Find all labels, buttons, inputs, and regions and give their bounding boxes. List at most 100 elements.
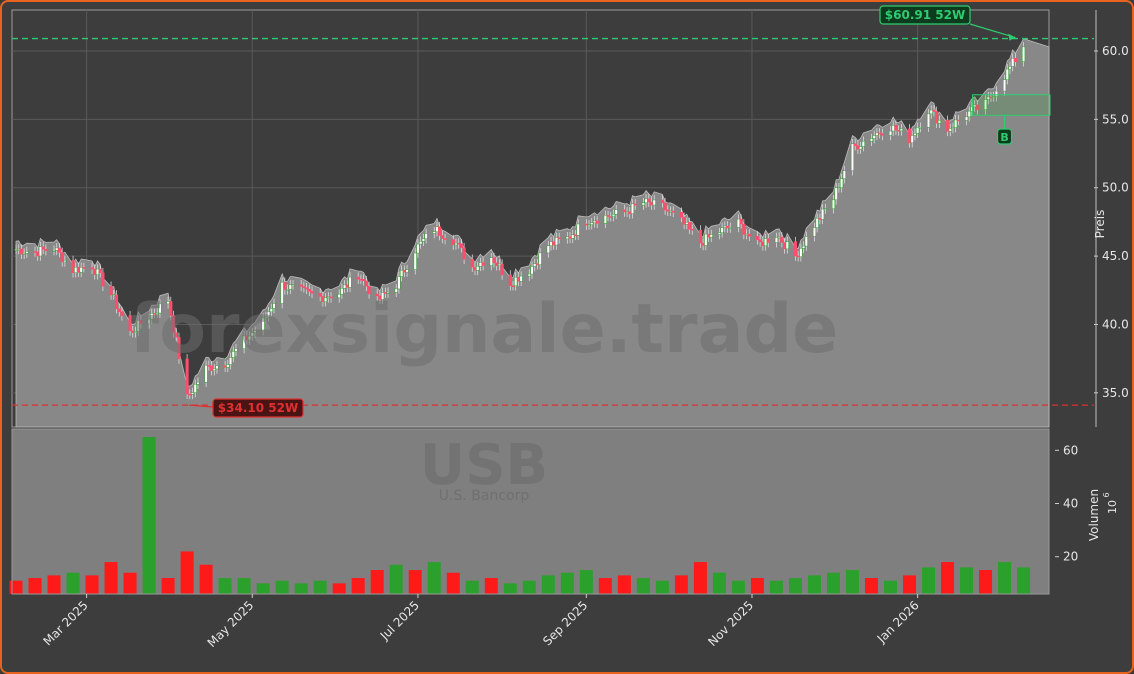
volume-bar bbox=[294, 583, 308, 594]
candle-body bbox=[188, 393, 192, 396]
candle-body bbox=[288, 284, 292, 290]
candle-body bbox=[913, 133, 917, 136]
candle-body bbox=[717, 232, 721, 235]
high-52w-arrow bbox=[969, 23, 1016, 39]
candle-body bbox=[286, 289, 290, 291]
time-tick-label: Mar 2025 bbox=[41, 598, 91, 648]
candle-body bbox=[609, 216, 613, 218]
candle-body bbox=[478, 262, 482, 267]
volume-bar bbox=[693, 562, 707, 594]
candle-body bbox=[842, 170, 846, 179]
candle-body bbox=[177, 337, 181, 360]
candle-body bbox=[248, 335, 252, 341]
candle-body bbox=[120, 311, 124, 316]
candle-body bbox=[872, 135, 876, 139]
candle-body bbox=[606, 215, 610, 217]
candle-body bbox=[785, 241, 789, 250]
candle-body bbox=[250, 332, 254, 337]
candle-body bbox=[169, 301, 173, 316]
candle-body bbox=[644, 198, 648, 204]
candle-body bbox=[546, 245, 550, 254]
candle-body bbox=[38, 246, 42, 257]
candle-body bbox=[226, 364, 230, 368]
watermark-company: U.S. Bancorp bbox=[439, 488, 530, 504]
volume-bar bbox=[769, 580, 783, 594]
candle-body bbox=[994, 90, 998, 97]
volume-tick-label: 20 bbox=[1063, 550, 1078, 564]
time-tick-label: Jan 2026 bbox=[874, 598, 922, 646]
volume-bar bbox=[960, 567, 974, 594]
candle-body bbox=[967, 110, 971, 118]
candle-body bbox=[916, 127, 920, 134]
candle-body bbox=[527, 273, 531, 277]
candle-body bbox=[234, 348, 238, 352]
buy-zone bbox=[972, 94, 1051, 116]
candle-body bbox=[413, 252, 417, 270]
candle-body bbox=[190, 392, 195, 395]
volume-bar bbox=[465, 580, 479, 594]
volume-bar bbox=[864, 578, 878, 594]
candle-body bbox=[283, 281, 287, 291]
candle-body bbox=[117, 308, 121, 312]
candle-body bbox=[880, 133, 884, 136]
volume-bar bbox=[9, 580, 23, 594]
volume-bar bbox=[161, 578, 175, 594]
candle-body bbox=[573, 234, 578, 237]
candle-body bbox=[114, 294, 119, 309]
candle-body bbox=[495, 262, 499, 267]
candle-body bbox=[109, 285, 113, 296]
candle-body bbox=[853, 143, 857, 146]
candle-body bbox=[348, 276, 352, 288]
candle-body bbox=[462, 247, 466, 260]
volume-bar bbox=[750, 578, 764, 594]
volume-bar bbox=[788, 578, 802, 594]
candle-body bbox=[758, 239, 762, 243]
price-tick-label: 45.0 bbox=[1102, 249, 1129, 263]
candle-body bbox=[193, 384, 197, 393]
candle-body bbox=[899, 128, 903, 132]
candle-body bbox=[823, 208, 827, 210]
candle-body bbox=[945, 120, 950, 132]
candle-body bbox=[52, 250, 56, 252]
volume-bar bbox=[85, 575, 99, 594]
candle-body bbox=[709, 234, 713, 238]
volume-bar bbox=[237, 578, 251, 594]
candle-body bbox=[174, 332, 178, 338]
candle-body bbox=[766, 238, 770, 243]
candle-body bbox=[668, 210, 673, 213]
candlesticks bbox=[14, 42, 1026, 400]
candle-body bbox=[375, 293, 379, 297]
candle-body bbox=[1003, 79, 1007, 92]
volume-bar bbox=[370, 570, 384, 594]
candle-body bbox=[652, 199, 656, 206]
volume-bar bbox=[845, 570, 859, 594]
candle-body bbox=[133, 331, 138, 333]
candle-body bbox=[1022, 46, 1026, 62]
candle-body bbox=[473, 266, 477, 271]
candle-body bbox=[329, 296, 333, 299]
candle-body bbox=[687, 222, 692, 230]
candle-body bbox=[60, 252, 64, 263]
candle-body bbox=[457, 242, 461, 245]
candle-body bbox=[438, 226, 442, 236]
candle-body bbox=[764, 238, 768, 247]
candle-body bbox=[869, 138, 874, 142]
candle-body bbox=[443, 238, 447, 240]
volume-bar bbox=[826, 572, 840, 594]
candle-body bbox=[891, 125, 895, 132]
candle-body bbox=[630, 203, 635, 215]
candle-body bbox=[538, 252, 542, 265]
volume-bar bbox=[104, 562, 118, 594]
candle-body bbox=[745, 233, 749, 236]
candle-body bbox=[155, 312, 159, 315]
candle-body bbox=[875, 132, 879, 136]
candle-body bbox=[815, 218, 819, 228]
volume-panel-border bbox=[11, 428, 1050, 595]
volume-bar bbox=[579, 570, 593, 594]
candle-body bbox=[55, 247, 59, 251]
annotations: $60.91 52W $34.10 52W B bbox=[12, 5, 1094, 418]
volume-bar bbox=[941, 562, 955, 594]
candle-body bbox=[112, 294, 116, 297]
candle-body bbox=[649, 201, 654, 206]
